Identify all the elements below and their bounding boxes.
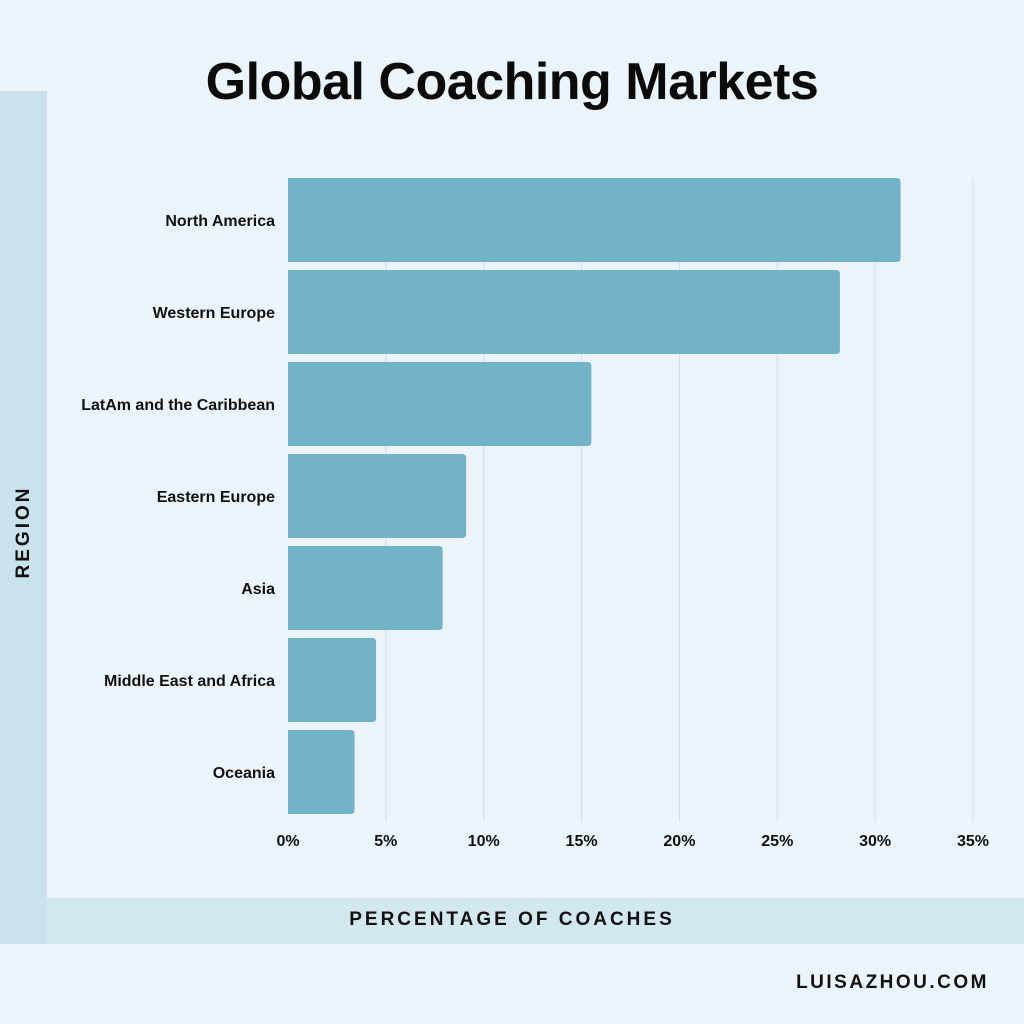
category-label: Eastern Europe [157,489,275,506]
category-label: LatAm and the Caribbean [81,397,275,414]
category-label: Middle East and Africa [104,673,275,690]
x-tick-label: 20% [663,833,695,850]
x-tick-label: 5% [374,833,397,850]
x-tick-label: 0% [276,833,299,850]
x-tick-label: 10% [468,833,500,850]
x-tick-labels: 0% 5% 10% 15% 20% 25% 30% 35% [276,833,989,850]
bar [288,730,355,814]
bar [288,270,840,354]
y-axis-label-band [0,91,47,944]
chart-title: Global Coaching Markets [205,53,819,111]
x-axis-label-band [47,898,1024,944]
x-tick-label: 25% [761,833,793,850]
x-tick-label: 15% [566,833,598,850]
x-tick-label: 35% [957,833,989,850]
bar [288,546,443,630]
category-label: Western Europe [153,305,276,322]
bar [288,638,377,722]
category-label: Oceania [213,765,275,782]
bar [288,454,467,538]
category-label: North America [165,213,275,230]
x-tick-label: 30% [859,833,891,850]
bars [288,178,901,814]
x-axis-label: PERCENTAGE OF COACHES [349,909,675,930]
bar [288,178,901,262]
site-credit: LUISAZHOU.COM [796,972,989,993]
category-label: Asia [241,581,275,598]
category-labels: North America Western Europe LatAm and the… [81,213,275,782]
bar [288,362,592,446]
